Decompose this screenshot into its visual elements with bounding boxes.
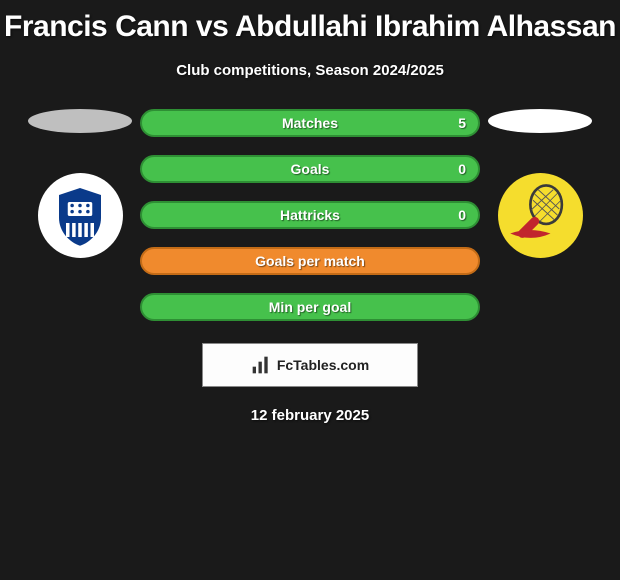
page-subtitle: Club competitions, Season 2024/2025: [176, 62, 444, 79]
stat-bar-goals-per-match: Goals per match: [140, 247, 480, 275]
stat-bar-matches: Matches 5: [140, 109, 480, 137]
comparison-layout: Matches 5 Goals 0 Hattricks 0 Goals per …: [0, 109, 620, 321]
left-club-badge: [38, 173, 123, 258]
watermark-text: FcTables.com: [277, 357, 369, 373]
left-player-silhouette: [28, 109, 132, 133]
right-club-badge: [498, 173, 583, 258]
stat-label: Goals: [291, 161, 330, 177]
racket-icon: [505, 181, 575, 251]
left-player-column: [20, 109, 140, 258]
right-player-silhouette: [488, 109, 592, 133]
shield-icon: [45, 181, 115, 251]
stat-value: 5: [458, 115, 466, 131]
stat-bar-min-per-goal: Min per goal: [140, 293, 480, 321]
stat-label: Matches: [282, 115, 338, 131]
snapshot-date: 12 february 2025: [251, 407, 369, 424]
bar-chart-icon: [251, 355, 271, 375]
stat-label: Hattricks: [280, 207, 340, 223]
page-title: Francis Cann vs Abdullahi Ibrahim Alhass…: [4, 10, 616, 44]
watermark: FcTables.com: [202, 343, 418, 387]
stat-label: Min per goal: [269, 299, 351, 315]
stats-column: Matches 5 Goals 0 Hattricks 0 Goals per …: [140, 109, 480, 321]
stat-bar-goals: Goals 0: [140, 155, 480, 183]
stat-label: Goals per match: [255, 253, 365, 269]
stat-value: 0: [458, 161, 466, 177]
right-player-column: [480, 109, 600, 258]
stat-value: 0: [458, 207, 466, 223]
stat-bar-hattricks: Hattricks 0: [140, 201, 480, 229]
